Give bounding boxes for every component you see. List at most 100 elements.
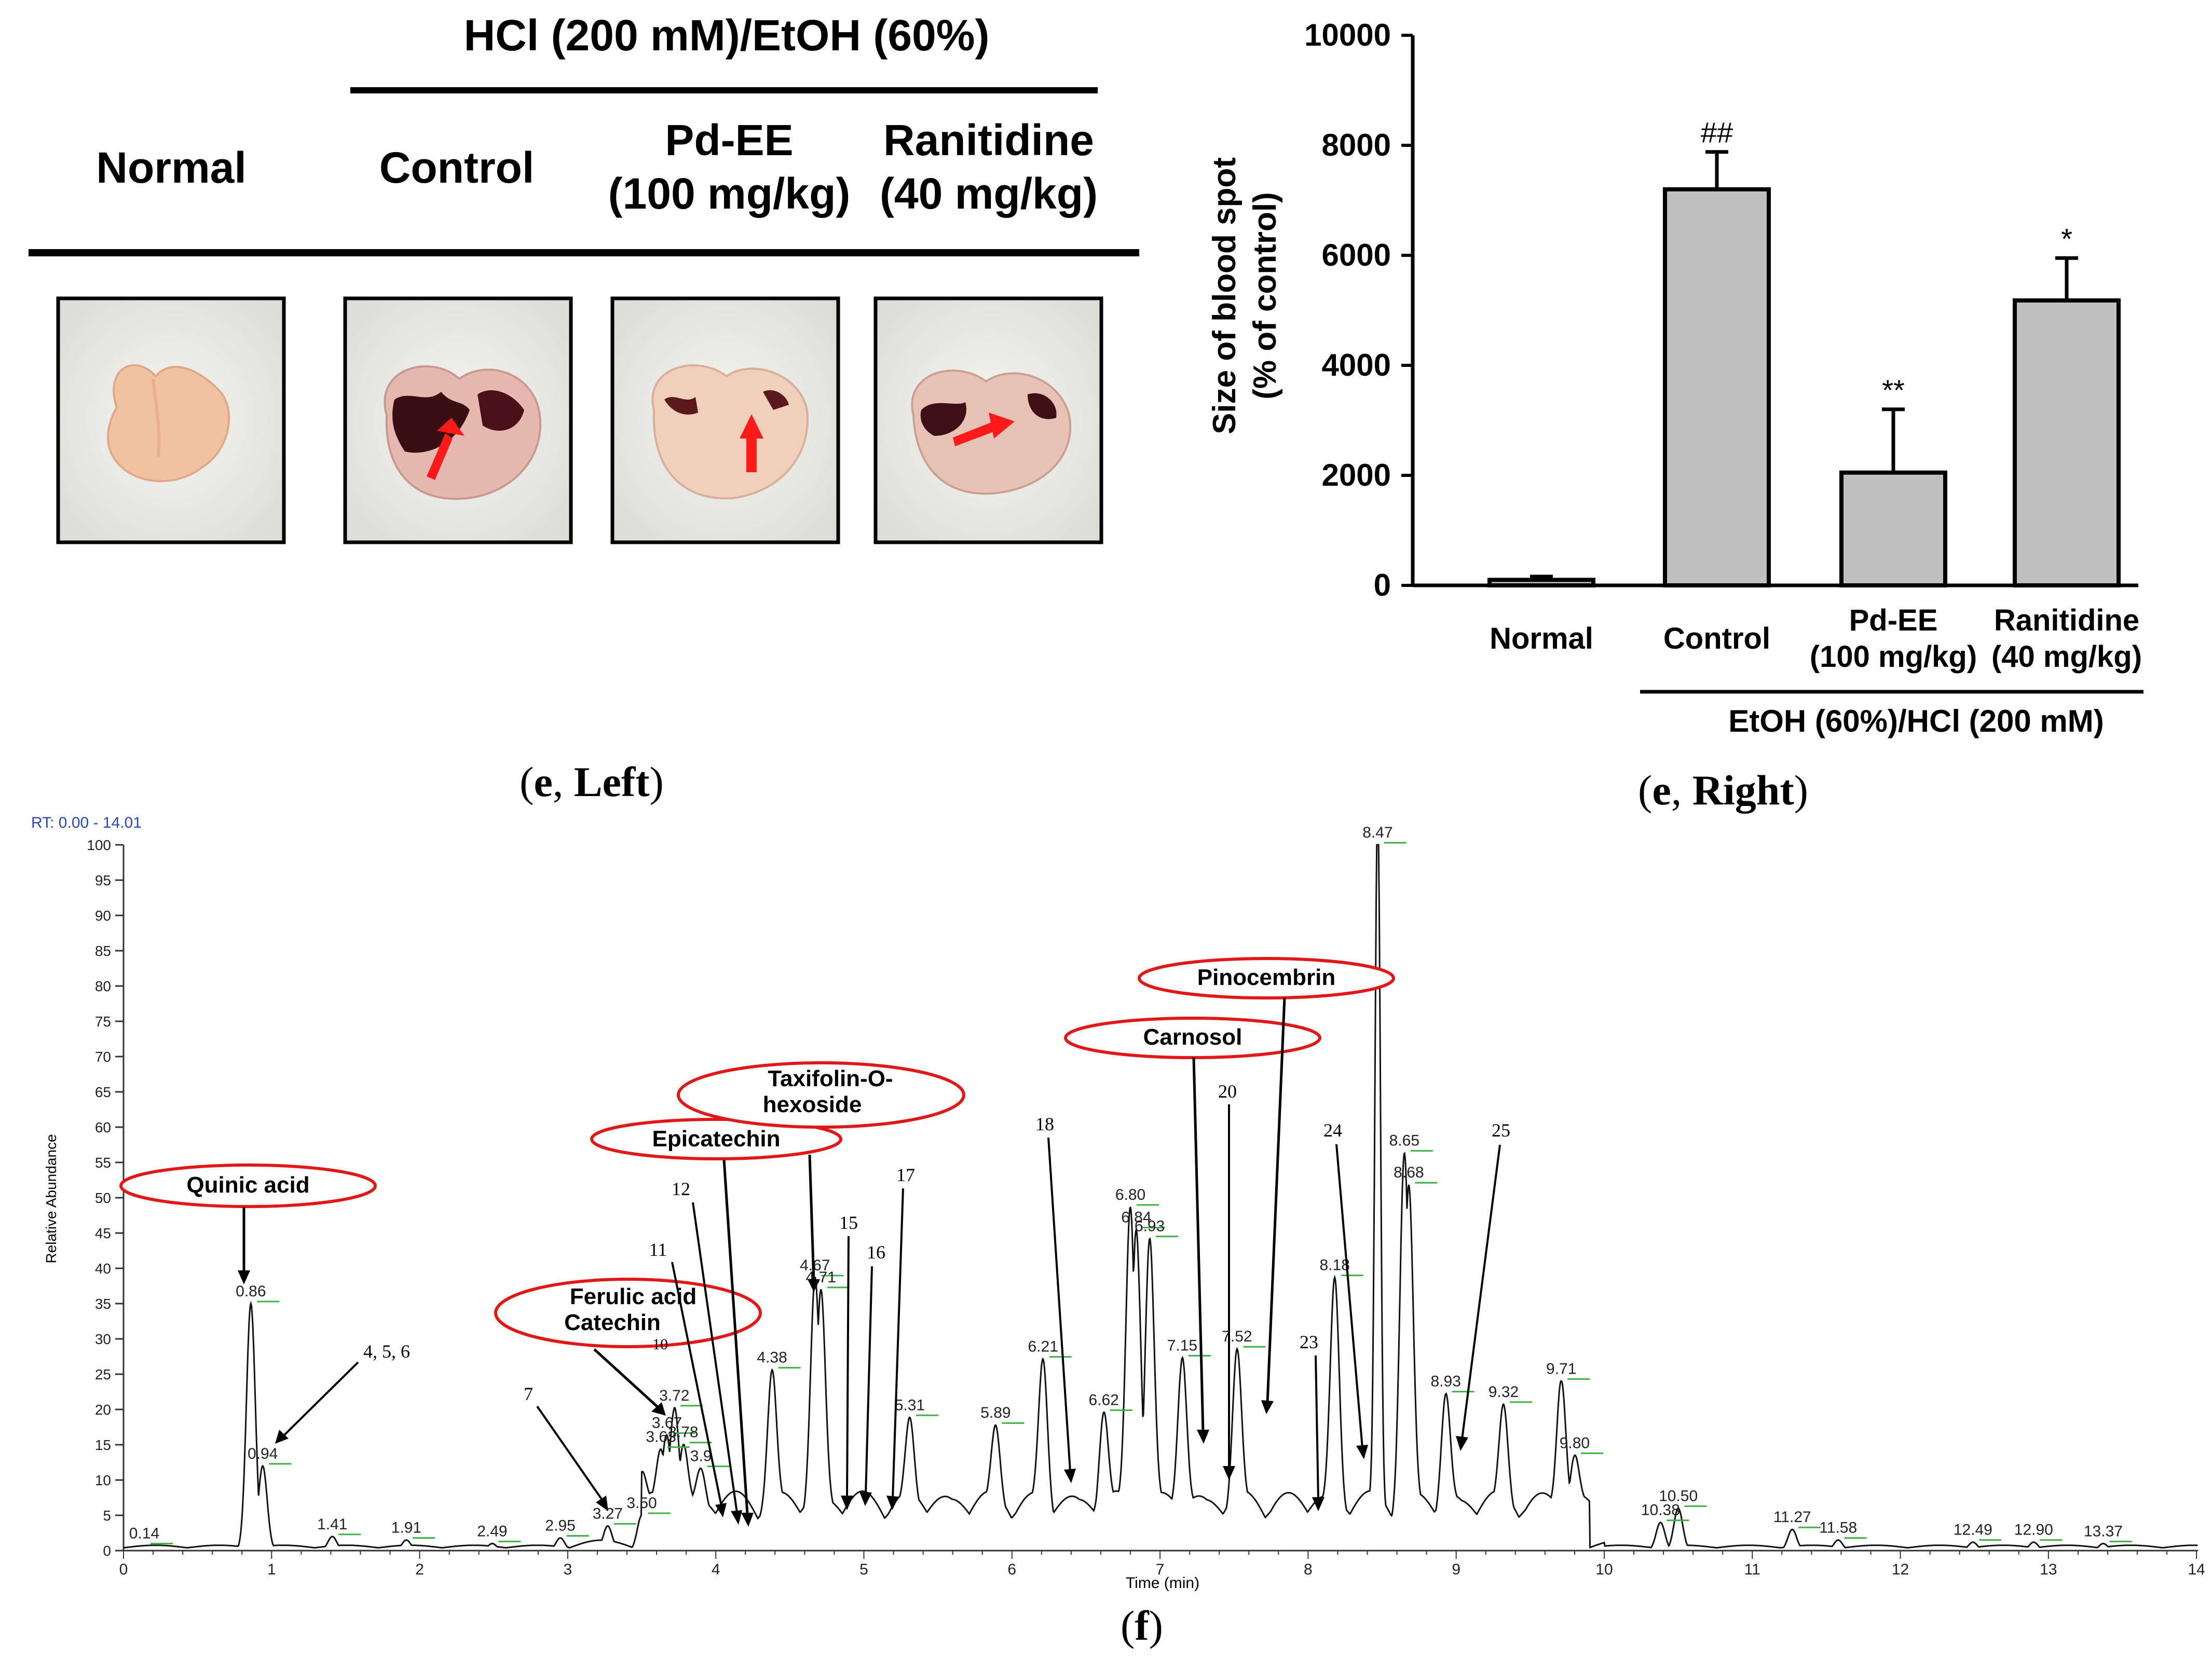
chromatogram: RT: 0.00 - 14.01 Relative Abundance Time… [31,814,2205,1649]
peak-label: 6.84 [1121,1209,1151,1226]
peak-pointer-20: 20 [1218,1081,1237,1480]
peak-label: 0.14 [129,1525,159,1542]
y-tick-label: 80 [95,978,111,994]
peak-label: 3.78 [668,1424,698,1441]
y-tick-label: 5 [103,1508,111,1524]
svg-text:7: 7 [524,1384,533,1404]
x-tick-label: 8 [1304,1561,1313,1578]
peak-label: 9.80 [1560,1434,1590,1451]
svg-text:25: 25 [1492,1120,1510,1141]
svg-text:Quinic acid: Quinic acid [186,1172,309,1198]
svg-text:23: 23 [1300,1332,1318,1352]
x-tick-label: 4 [712,1561,720,1578]
peak-label: 5.31 [895,1396,925,1414]
peak-label: 2.95 [545,1517,575,1535]
y-tick-label: 6000 [1322,238,1391,272]
stomach-photo-ranitidine [873,296,1103,544]
peak-label: 8.68 [1394,1164,1424,1181]
peak-label: 9.71 [1546,1360,1576,1377]
x-tick-label: 10 [1595,1561,1613,1578]
y-tick-label: 90 [95,908,111,924]
svg-text:24: 24 [1323,1120,1342,1141]
x-tick-label: 0 [119,1561,128,1578]
svg-text:4, 5, 6: 4, 5, 6 [363,1341,410,1362]
significance-marker: * [2061,222,2072,255]
peak-label: 6.62 [1088,1391,1118,1408]
peak-pointer-11: 11 [649,1239,727,1517]
peak-label: 3.72 [659,1387,689,1404]
peak-label: 11.58 [1819,1519,1857,1537]
peak-label: 12.49 [1954,1522,1992,1539]
significance-marker: ## [1701,116,1733,149]
y-tick-label: 45 [95,1225,111,1241]
x-tick-label: Control [1663,622,1770,655]
x-tick-label: 11 [1744,1561,1760,1578]
caption-e-left: (e, Left) [520,758,664,805]
peak-pointer-10: 10 [652,1336,668,1353]
bar-chart-ylabel: Size of blood spot [1207,157,1242,434]
svg-text:15: 15 [839,1212,858,1233]
peak-pointer-25: 25 [1456,1120,1510,1451]
peak-label: 3.67 [652,1414,682,1431]
svg-text:10: 10 [652,1336,668,1353]
callout-ferulic-acid-catechin: Ferulic acid Catechin [494,1278,762,1416]
x-tick-label: 6 [1007,1561,1016,1578]
callout-epicatechin: Epicatechin [590,1118,842,1527]
x-tick-label: 9 [1452,1561,1460,1578]
x-tick-label: 14 [2188,1561,2205,1578]
y-tick-label: 60 [95,1119,111,1135]
callout-quinic-acid: Quinic acid [119,1163,377,1284]
treatment-rule [350,87,1098,93]
stomach-photo-control [343,296,573,544]
x-tick-label: 2 [415,1561,424,1578]
x-tick-sublabel: (40 mg/kg) [1991,640,2142,674]
peak-label: 8.47 [1362,824,1392,841]
panel-e-left: HCl (200 mM)/EtOH (60%) Normal Control P… [0,0,1157,820]
peak-label: 6.93 [1135,1218,1165,1235]
callout-pinocembrin: Pinocembrin [1138,957,1395,1414]
bar-control [1663,187,1771,587]
peak-label: 7.52 [1222,1328,1252,1345]
svg-text:Epicatechin: Epicatechin [652,1126,781,1152]
y-tick-label: 35 [95,1296,111,1312]
peak-label: 10.50 [1659,1487,1698,1504]
y-tick-label: 100 [87,837,111,853]
peak-label: 11.27 [1773,1509,1811,1526]
peak-label: 0.86 [236,1283,266,1300]
x-tick-label: Ranitidine [1994,604,2139,637]
callout-carnosol: Carnosol [1064,1017,1321,1444]
peak-pointer-7: 7 [524,1384,608,1511]
peak-label: 8.65 [1389,1132,1419,1149]
y-tick-label: 50 [95,1190,111,1206]
bar-chart-ylabel-units: (% of control) [1247,192,1283,400]
treatment-header: HCl (200 mM)/EtOH (60%) [463,11,990,60]
peak-label: 8.93 [1431,1373,1461,1390]
peak-label: 2.49 [477,1523,507,1540]
x-tick-label: 1 [267,1561,276,1578]
svg-text:12: 12 [672,1179,690,1199]
column-dose-ranitidine: (40 mg/kg) [879,169,1098,218]
y-tick-label: 4000 [1322,348,1391,382]
y-tick-label: 95 [95,872,111,888]
peak-label: 12.90 [2014,1522,2053,1539]
peak-pointer-12: 12 [672,1179,742,1525]
peak-label: 3.9 [690,1448,712,1465]
peak-label: 3.63 [646,1429,676,1446]
y-tick-label: 20 [95,1402,111,1418]
header-rule [29,249,1139,256]
y-tick-label: 75 [95,1014,111,1030]
bar-chart-treatment-label: EtOH (60%)/HCl (200 mM) [1728,704,2104,738]
svg-text:hexoside: hexoside [763,1092,862,1117]
column-label-normal: Normal [96,143,247,192]
column-label-control: Control [379,143,535,192]
significance-marker: ** [1882,374,1905,406]
x-tick-label: 5 [859,1561,868,1578]
peak-label: 7.15 [1167,1337,1197,1354]
svg-text:17: 17 [896,1165,915,1185]
y-tick-label: 30 [95,1331,111,1347]
x-tick-label: 13 [2040,1561,2057,1578]
y-tick-label: 10000 [1304,18,1391,52]
bar-ranitidine [2013,298,2121,587]
peak-label: 4.67 [800,1257,830,1274]
y-tick-label: 0 [1374,568,1391,602]
